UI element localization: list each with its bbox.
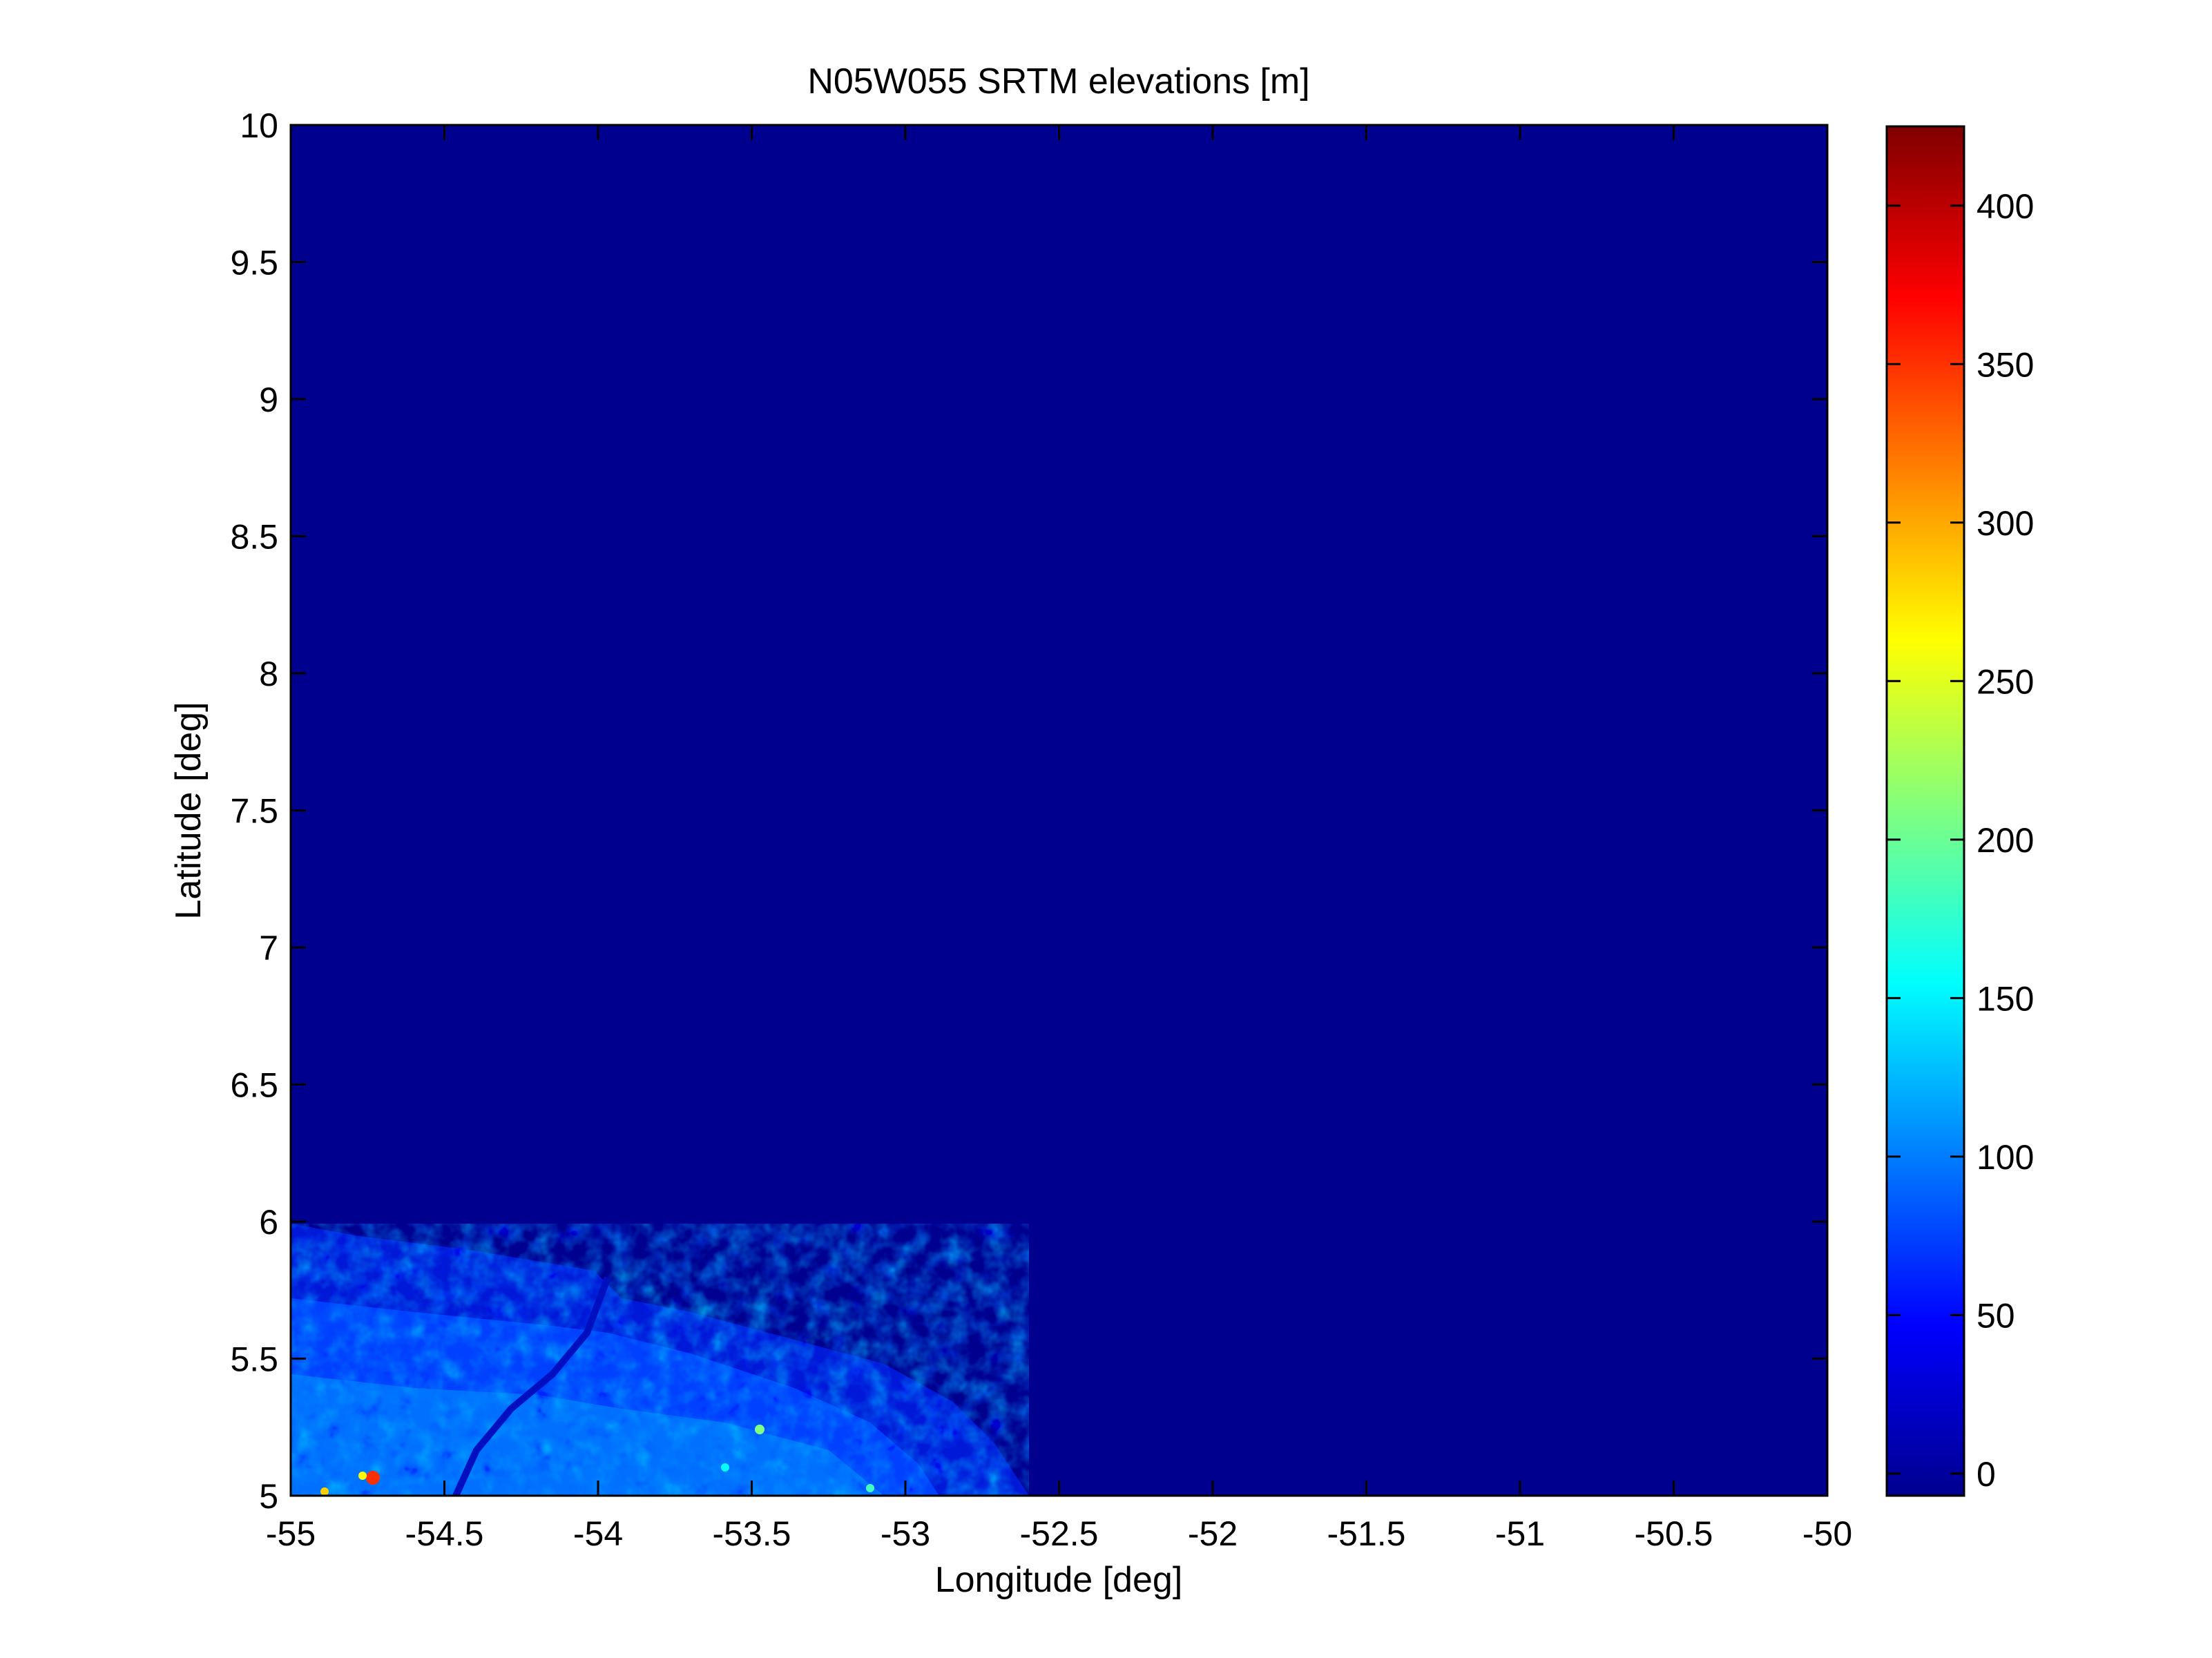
y-axis-ticks: 5 5.5 6 6.5 7 7.5 8 8.5 9 9.5 10 (230, 106, 1827, 1516)
colorbar-tick-label: 0 (1977, 1455, 1996, 1494)
colorbar-ticks: 0 50 100 150 200 250 300 350 400 (1887, 187, 2034, 1494)
x-tick-label: -52.5 (1020, 1514, 1099, 1553)
x-tick-label: -53.5 (713, 1514, 791, 1553)
x-axis-label: Longitude [deg] (935, 1560, 1183, 1600)
colorbar-tick-label: 250 (1977, 662, 2034, 701)
y-tick-label: 6 (259, 1203, 278, 1242)
y-tick-label: 9 (259, 380, 278, 419)
y-tick-label: 5 (259, 1477, 278, 1516)
y-tick-label: 5.5 (230, 1340, 278, 1379)
y-axis-label: Latitude [deg] (169, 702, 209, 919)
x-tick-label: -53 (881, 1514, 930, 1553)
x-tick-label: -54.5 (405, 1514, 484, 1553)
y-tick-label: 7.5 (230, 792, 278, 831)
x-tick-label: -52 (1188, 1514, 1238, 1553)
colorbar-tick-label: 200 (1977, 821, 2034, 860)
y-tick-label: 7 (259, 929, 278, 967)
x-axis-ticks: -55 -54.5 -54 -53.5 -53 -52.5 -52 -51.5 -51 -50.5… (266, 125, 1852, 1553)
colorbar-tick-label: 350 (1977, 345, 2034, 384)
colorbar-tick-label: 400 (1977, 187, 2034, 226)
colorbar-tick-label: 100 (1977, 1138, 2034, 1177)
x-tick-label: -50.5 (1635, 1514, 1713, 1553)
plot-area (291, 125, 1827, 1496)
x-tick-label: -50 (1802, 1514, 1852, 1553)
colorbar-tick-label: 50 (1977, 1296, 2015, 1335)
y-tick-label: 6.5 (230, 1066, 278, 1105)
colorbar-tick-label: 300 (1977, 504, 2034, 543)
x-tick-label: -54 (573, 1514, 623, 1553)
y-tick-label: 8 (259, 655, 278, 693)
chart-title: N05W055 SRTM elevations [m] (807, 61, 1309, 102)
colorbar-gradient (1885, 125, 1965, 1497)
y-tick-label: 10 (240, 106, 278, 145)
y-tick-label: 9.5 (230, 244, 278, 282)
x-tick-label: -51.5 (1327, 1514, 1406, 1553)
y-tick-label: 8.5 (230, 518, 278, 557)
colorbar: 0 50 100 150 200 250 300 350 400 (1885, 125, 2034, 1497)
colorbar-tick-label: 150 (1977, 979, 2034, 1018)
elevated-land-region (291, 1224, 1029, 1496)
x-tick-label: -55 (266, 1514, 316, 1553)
x-tick-label: -51 (1495, 1514, 1545, 1553)
